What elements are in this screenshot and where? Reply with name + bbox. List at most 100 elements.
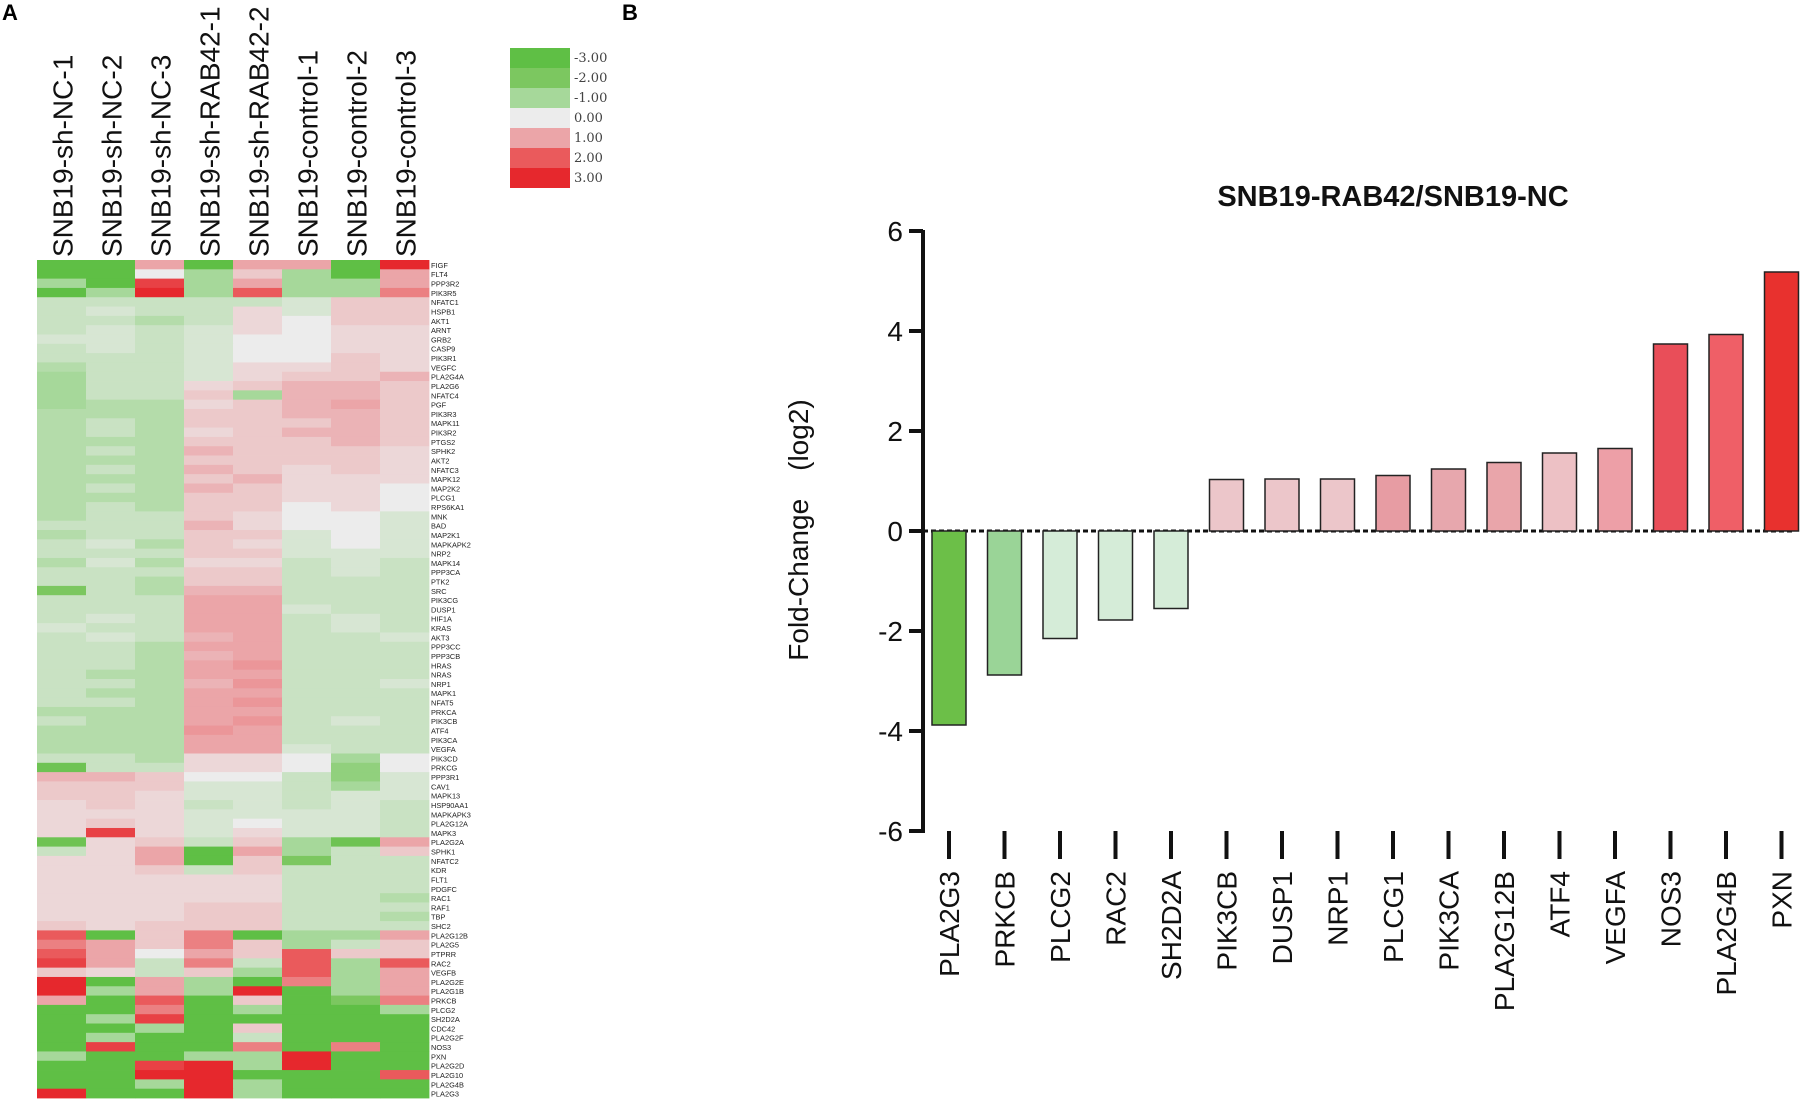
heatmap-cell	[233, 306, 283, 317]
heatmap-cell	[135, 408, 185, 419]
heatmap-cell	[331, 1023, 381, 1034]
heatmap-cell	[135, 753, 185, 764]
heatmap-cell	[331, 669, 381, 680]
heatmap-cell	[282, 343, 332, 354]
heatmap-cell	[37, 874, 87, 885]
heatmap-cell	[233, 567, 283, 577]
heatmap-cell	[37, 781, 87, 792]
heatmap-cell	[37, 911, 87, 922]
heatmap-cell	[86, 762, 136, 773]
heatmap-cell	[135, 269, 185, 280]
bar-chart-category-labels: PLA2G3 PRKCB PLCG2 RAC2 SH2D2A PIK3CB DUSP1 NRP…	[934, 831, 1798, 1011]
heatmap-row-label: MAPK14	[431, 559, 460, 568]
heatmap-cell	[380, 399, 430, 410]
heatmap-cell	[233, 790, 283, 801]
heatmap-cell	[86, 781, 136, 792]
heatmap-cell	[380, 706, 430, 717]
heatmap-row-label: RAC1	[431, 894, 451, 903]
heatmap-cell	[86, 464, 136, 475]
heatmap-cell	[86, 362, 136, 373]
heatmap-cell	[86, 427, 136, 438]
legend-tick-label: -2.00	[574, 71, 607, 86]
heatmap-cell	[86, 725, 136, 736]
heatmap-cell	[135, 865, 185, 875]
heatmap-cell	[184, 902, 234, 913]
heatmap-cell	[37, 893, 87, 903]
heatmap-cell	[233, 1088, 283, 1099]
heatmap-cell	[331, 837, 381, 847]
heatmap-cell	[282, 297, 332, 307]
heatmap-cell	[86, 408, 136, 419]
heatmap-cell	[184, 958, 234, 969]
heatmap-cell	[184, 371, 234, 382]
heatmap-cell	[37, 343, 87, 354]
heatmap-cell	[37, 986, 87, 996]
legend-swatch	[510, 68, 570, 88]
heatmap-cell	[380, 911, 430, 922]
heatmap-cell	[233, 325, 283, 335]
heatmap-cell	[380, 287, 430, 298]
heatmap-cell	[37, 557, 87, 568]
heatmap-cell	[282, 1088, 332, 1099]
heatmap-cell	[135, 1014, 185, 1024]
heatmap-cell	[37, 753, 87, 764]
heatmap-cell	[282, 772, 332, 782]
heatmap-cell	[380, 744, 430, 754]
heatmap-cell	[86, 744, 136, 754]
heatmap-cell	[331, 949, 381, 959]
heatmap-cell	[37, 576, 87, 587]
heatmap-cell	[282, 567, 332, 577]
heatmap-row-label: PLCG1	[431, 494, 455, 503]
heatmap-cell	[233, 492, 283, 503]
heatmap-cell	[380, 455, 430, 466]
heatmap-cell	[135, 530, 185, 540]
heatmap-cell	[184, 483, 234, 494]
heatmap-cell	[37, 585, 87, 596]
heatmap-cell	[331, 362, 381, 373]
heatmap-cell	[233, 800, 283, 810]
heatmap-row-label: PLA2G10	[431, 1071, 463, 1080]
heatmap-cell	[37, 1079, 87, 1090]
x-axis-category-label: PXN	[1767, 871, 1798, 929]
heatmap-cell	[86, 306, 136, 317]
heatmap-cell	[331, 725, 381, 736]
heatmap-cell	[380, 306, 430, 317]
heatmap-row-label: PLA2G2E	[431, 978, 464, 987]
heatmap-cell	[331, 306, 381, 317]
heatmap-cell	[37, 623, 87, 633]
heatmap-cell	[135, 1032, 185, 1043]
heatmap-cell	[380, 604, 430, 615]
heatmap-row-label: VEGFB	[431, 969, 456, 978]
heatmap-cell	[37, 846, 87, 857]
heatmap-cell	[37, 669, 87, 680]
heatmap-cell	[282, 660, 332, 671]
heatmap-cell	[184, 381, 234, 391]
heatmap-cell	[135, 390, 185, 401]
heatmap-cell	[380, 362, 430, 373]
heatmap-cell	[282, 958, 332, 969]
heatmap-cell	[37, 865, 87, 875]
heatmap-cell	[282, 865, 332, 875]
heatmap-cell	[86, 567, 136, 577]
heatmap-cell	[331, 995, 381, 1006]
heatmap-cell	[86, 474, 136, 484]
heatmap-cell	[380, 1023, 430, 1034]
heatmap-cell	[37, 1004, 87, 1015]
heatmap-cell	[37, 809, 87, 820]
heatmap-cell	[233, 902, 283, 913]
heatmap-cell	[135, 1051, 185, 1062]
heatmap-cell	[37, 632, 87, 643]
heatmap-cell	[37, 697, 87, 708]
heatmap-cell	[135, 893, 185, 903]
heatmap-cell	[184, 464, 234, 475]
heatmap-cell	[331, 464, 381, 475]
heatmap-cell	[282, 855, 332, 866]
legend-tick-label: 2.00	[574, 151, 603, 166]
heatmap-cell	[37, 762, 87, 773]
heatmap-cell	[184, 772, 234, 782]
heatmap-cell	[37, 446, 87, 456]
y-axis-tick-label: 0	[887, 516, 903, 547]
heatmap-cell	[233, 1014, 283, 1024]
bar	[1375, 474, 1411, 532]
heatmap-cell	[86, 520, 136, 531]
